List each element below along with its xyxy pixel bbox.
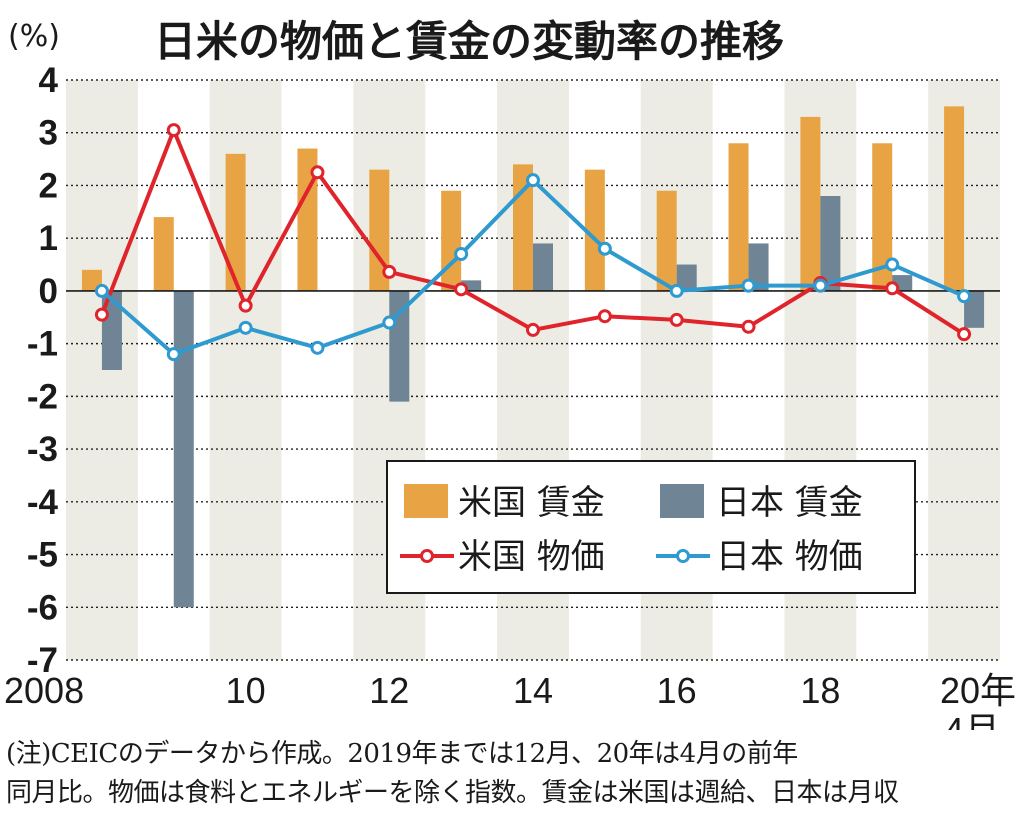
bar-us-wage [728,143,749,291]
footnote-line-1: (注)CEICのデータから作成。2019年までは12月、20年は4月の前年 [6,739,798,769]
point-jp-price [382,315,397,330]
point-us-price [741,319,756,334]
y-tick-label: 2 [39,166,58,205]
y-axis-ticks: 4 3 2 1 0 -1 -2 -3 -4 -5 -6 -7 [27,61,59,680]
point-us-price [597,309,612,324]
x-tick-label: 16 [657,670,697,711]
x-tick-sublabel: 4月 [944,710,1000,730]
bar-us-wage [944,106,965,291]
bar-us-wage [656,190,677,291]
point-us-price [238,298,253,313]
legend-label-jp-wage: 日本 賃金 [716,483,863,523]
chart-title: 日米の物価と賃金の変動率の推移 [154,17,784,66]
point-us-price [885,281,900,296]
x-tick-label: 18 [800,670,840,711]
bar-us-wage [225,153,246,291]
point-jp-price [166,347,181,362]
y-tick-label: 0 [39,272,58,311]
point-jp-price [526,173,540,188]
x-tick-label: 2008 [4,670,84,711]
point-us-price [669,312,684,327]
y-tick-label: -5 [27,536,58,575]
bar-us-wage [81,269,102,291]
bar-us-wage [153,217,174,291]
legend-marker-us-price [420,549,434,563]
bar-jp-wage [676,264,697,291]
bar-us-wage [800,116,821,291]
point-jp-price [238,320,253,335]
y-tick-label: -1 [27,325,58,364]
bar-jp-wage [173,290,194,608]
x-tick-label: 14 [513,670,553,711]
legend-label-jp-price: 日本 物価 [716,537,863,577]
legend-label-us-wage: 米国 賃金 [458,483,605,523]
bar-us-wage [441,190,462,291]
line-series [94,123,972,362]
bar-jp-wage [461,280,482,291]
legend-label-us-price: 米国 物価 [458,537,605,577]
point-us-price [454,282,469,297]
x-tick-label: 10 [226,670,266,711]
bar-jp-wage [748,243,769,291]
bar-us-wage [584,169,605,291]
bar-jp-wage [533,243,553,291]
y-tick-label: -3 [27,430,58,469]
point-jp-price [454,247,469,261]
point-us-price [382,264,397,279]
point-jp-price [957,289,972,304]
y-tick-label: 3 [39,114,58,153]
point-jp-price [669,283,684,298]
point-us-price [526,322,540,337]
y-tick-label: -4 [27,483,59,522]
unit-label: (%) [8,19,60,54]
bar-jp-wage [820,196,841,291]
legend: 米国 賃金 日本 賃金 米国 物価 日本 物価 [386,460,916,594]
y-tick-label: -2 [27,377,58,416]
point-jp-price [741,278,756,293]
legend-frame [386,460,916,594]
point-jp-price [813,278,828,293]
x-axis-ticks: 2008 10 12 14 16 18 20年4月 [4,670,1016,730]
point-us-price [957,327,972,342]
legend-swatch-us-wage [404,484,448,518]
y-tick-label: 1 [39,219,58,258]
y-tick-label: -7 [27,641,58,680]
legend-swatch-jp-wage [660,484,704,518]
point-jp-price [885,257,900,272]
bar-us-wage [872,143,893,291]
point-us-price [310,165,325,180]
y-tick-label: 4 [39,61,59,100]
x-tick-label: 20年 [940,670,1016,711]
point-us-price [166,123,181,138]
point-jp-price [94,283,109,298]
point-us-price [94,307,109,322]
point-jp-price [597,241,612,256]
point-jp-price [310,340,325,355]
y-tick-label: -6 [27,588,58,627]
bar-us-wage [369,169,390,291]
legend-marker-jp-price [676,549,690,563]
footnote-line-2: 同月比。物価は食料とエネルギーを除く指数。賃金は米国は週給、日本は月収 [6,778,899,808]
x-tick-label: 12 [369,670,409,711]
